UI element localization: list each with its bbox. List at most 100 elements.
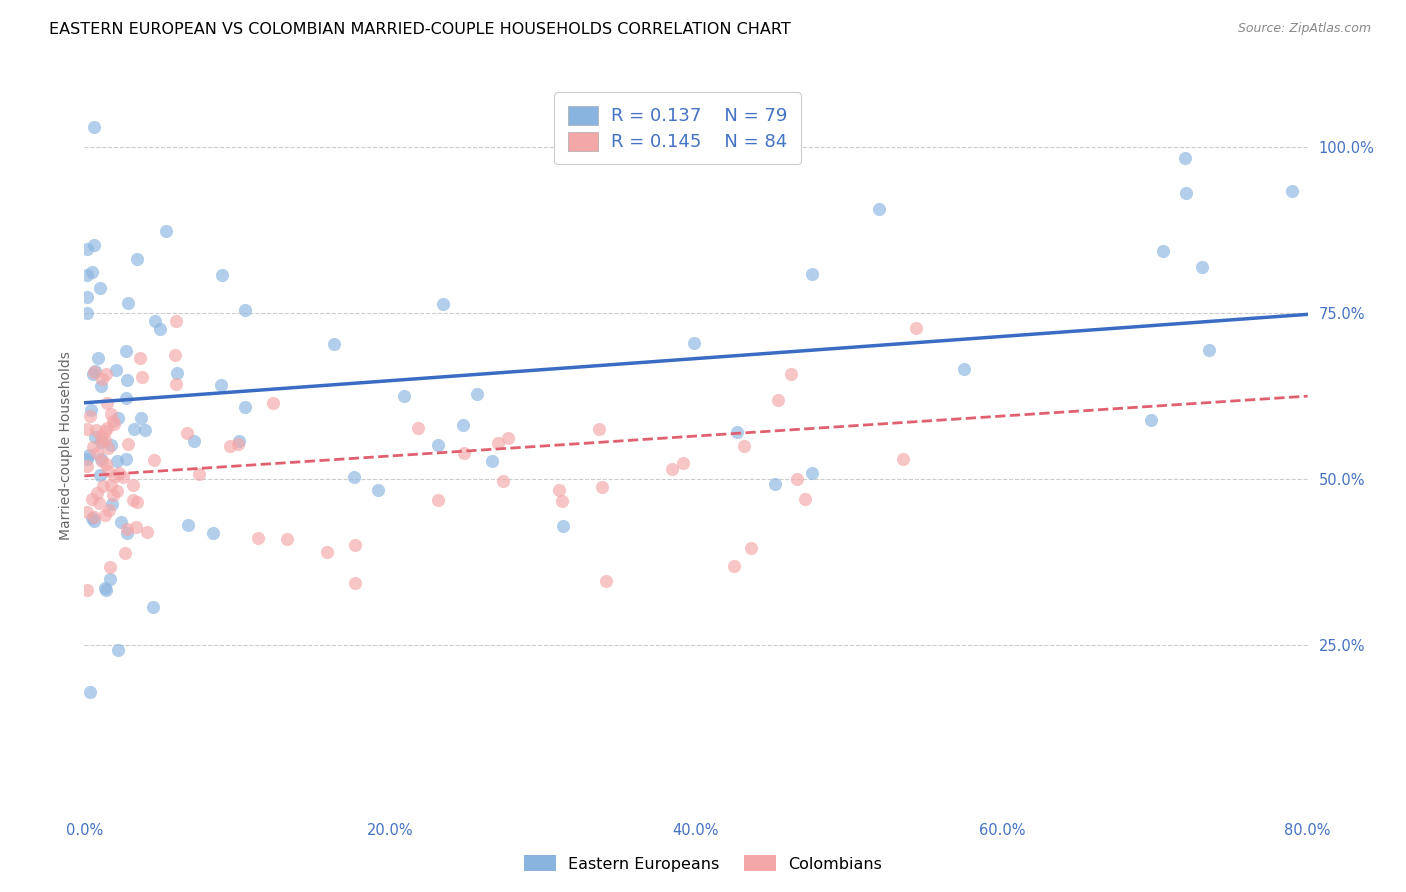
Point (733, 439, 755, 453)
Point (107, 643, 129, 657)
Point (101, 488, 124, 502)
Point (83, 120, 105, 134)
Point (763, 476, 786, 491)
Point (766, 393, 789, 408)
Point (779, 367, 801, 381)
Point (79, 409, 101, 423)
Point (76, 422, 98, 436)
Point (76, 242, 98, 256)
Point (1281, 184, 1303, 198)
Point (129, 351, 152, 366)
Point (94, 457, 117, 471)
Point (183, 434, 205, 449)
Point (94, 424, 117, 438)
Point (82, 511, 104, 525)
Point (82, 265, 104, 279)
Point (467, 387, 489, 401)
Point (801, 466, 824, 480)
Point (87, 496, 110, 510)
Point (107, 454, 129, 468)
Point (84, 364, 107, 378)
Point (86, 446, 108, 460)
Point (79, 685, 101, 699)
Point (672, 456, 695, 470)
Point (233, 400, 256, 414)
Point (595, 574, 617, 589)
Point (76, 459, 98, 474)
Point (76, 306, 98, 320)
Point (110, 515, 132, 529)
Point (661, 461, 683, 475)
Point (76, 505, 98, 519)
Point (77, 449, 100, 463)
Point (432, 297, 454, 311)
Point (801, 267, 824, 281)
Point (82, 441, 104, 455)
Point (142, 453, 165, 467)
Point (226, 436, 249, 450)
Point (100, 478, 122, 492)
Point (83, 510, 105, 524)
Point (91, 453, 114, 467)
Point (211, 268, 233, 282)
Point (367, 483, 389, 497)
Point (176, 426, 198, 441)
Point (481, 454, 503, 468)
Point (90, 428, 112, 442)
Point (80, 402, 103, 417)
Point (115, 526, 138, 541)
Point (550, 494, 572, 508)
Point (97, 441, 120, 455)
Point (323, 336, 346, 351)
Point (316, 545, 339, 559)
Point (551, 518, 574, 533)
Point (94, 582, 117, 597)
Point (83, 238, 105, 252)
Point (108, 466, 131, 480)
Point (276, 533, 298, 547)
Point (101, 497, 124, 511)
Point (149, 321, 172, 335)
Y-axis label: Married-couple Households: Married-couple Households (59, 351, 73, 541)
Point (117, 437, 139, 451)
Point (953, 362, 976, 376)
Point (94, 582, 117, 596)
Legend: R = 0.137    N = 79, R = 0.145    N = 84: R = 0.137 N = 79, R = 0.145 N = 84 (554, 92, 801, 164)
Point (891, 452, 914, 467)
Point (104, 362, 127, 376)
Point (233, 303, 256, 318)
Point (83, 430, 105, 444)
Point (246, 531, 269, 545)
Point (97, 464, 120, 478)
Point (188, 467, 211, 481)
Point (165, 314, 187, 328)
Point (76, 451, 98, 466)
Point (592, 480, 614, 494)
Point (96, 421, 118, 435)
Point (90, 451, 112, 466)
Point (723, 558, 745, 573)
Point (127, 495, 149, 509)
Text: EASTERN EUROPEAN VS COLOMBIAN MARRIED-COUPLE HOUSEHOLDS CORRELATION CHART: EASTERN EUROPEAN VS COLOMBIAN MARRIED-CO… (49, 22, 792, 37)
Point (100, 438, 122, 452)
Point (176, 517, 198, 532)
Point (131, 369, 153, 384)
Point (127, 252, 149, 266)
Point (101, 414, 124, 428)
Point (89, 467, 111, 482)
Point (219, 439, 242, 453)
Point (683, 335, 706, 350)
Point (115, 391, 138, 405)
Point (135, 524, 157, 539)
Point (104, 469, 127, 483)
Point (142, 600, 165, 615)
Point (588, 421, 610, 435)
Point (498, 431, 520, 445)
Point (740, 541, 762, 555)
Point (125, 520, 148, 534)
Point (904, 320, 927, 334)
Legend: Eastern Europeans, Colombians: Eastern Europeans, Colombians (516, 847, 890, 880)
Point (868, 202, 890, 217)
Point (84, 423, 107, 437)
Text: Source: ZipAtlas.com: Source: ZipAtlas.com (1237, 22, 1371, 36)
